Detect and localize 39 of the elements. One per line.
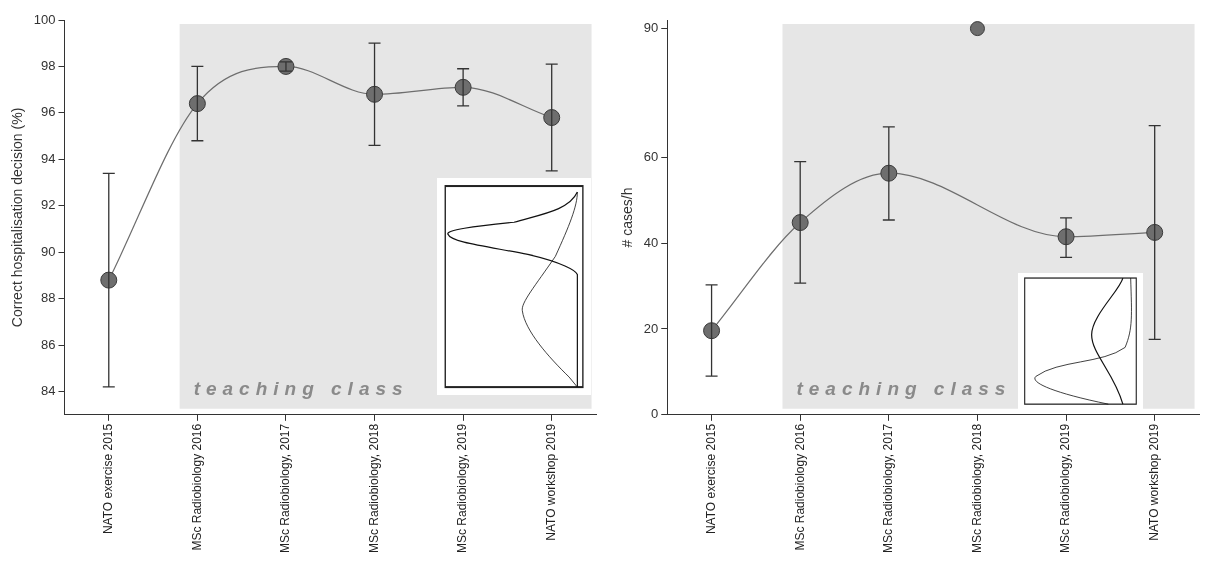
y-tick-label: 40 xyxy=(643,234,659,250)
y-tick-label: 0 xyxy=(651,406,659,422)
point xyxy=(791,214,809,232)
x-tick-label: MSc Radiobiology, 2019 xyxy=(1058,423,1073,553)
y-axis-title: # cases/h xyxy=(619,187,636,248)
x-tick-label: MSc Radiobiology 2016 xyxy=(189,423,204,551)
y-tick-label: 90 xyxy=(41,243,56,259)
point xyxy=(703,322,721,340)
point xyxy=(543,109,561,127)
x-tick-label: NATO workshop 2019 xyxy=(544,423,559,541)
x-tick-label: NATO workshop 2019 xyxy=(1147,423,1161,541)
y-tick-label: 100 xyxy=(33,11,56,27)
point xyxy=(100,271,118,289)
point xyxy=(366,85,384,103)
x-tick-label: NATO exercise 2015 xyxy=(101,423,116,535)
band-label: teaching class xyxy=(193,377,409,399)
point xyxy=(277,57,295,75)
y-tick-label: 60 xyxy=(643,148,659,164)
y-tick-label: 88 xyxy=(41,290,56,306)
band-label: teaching class xyxy=(796,377,1012,399)
y-tick-label: 98 xyxy=(41,58,56,74)
y-tick-label: 90 xyxy=(643,20,659,36)
x-tick-label: MSc Radiobiology 2016 xyxy=(792,423,807,551)
y-axis-title: Correct hospitalisation decision (%) xyxy=(9,107,26,328)
y-tick-label: 20 xyxy=(643,320,659,336)
y-tick-label: 84 xyxy=(41,383,56,399)
point xyxy=(1146,223,1164,241)
x-tick-label: MSc Radiobiology, 2017 xyxy=(881,423,896,553)
y-tick-label: 96 xyxy=(41,104,56,120)
point xyxy=(880,164,898,182)
y-tick-label: 94 xyxy=(41,150,56,166)
y-tick-label: 86 xyxy=(41,336,56,352)
x-tick-label: NATO exercise 2015 xyxy=(703,423,718,535)
x-tick-label: MSc Radiobiology, 2017 xyxy=(278,423,293,553)
x-tick-label: MSc Radiobiology, 2019 xyxy=(455,423,470,553)
point xyxy=(188,95,206,113)
x-tick-label: MSc Radiobiology, 2018 xyxy=(366,423,381,553)
x-tick-label: MSc Radiobiology, 2018 xyxy=(969,423,984,553)
y-tick-label: 92 xyxy=(41,197,56,213)
